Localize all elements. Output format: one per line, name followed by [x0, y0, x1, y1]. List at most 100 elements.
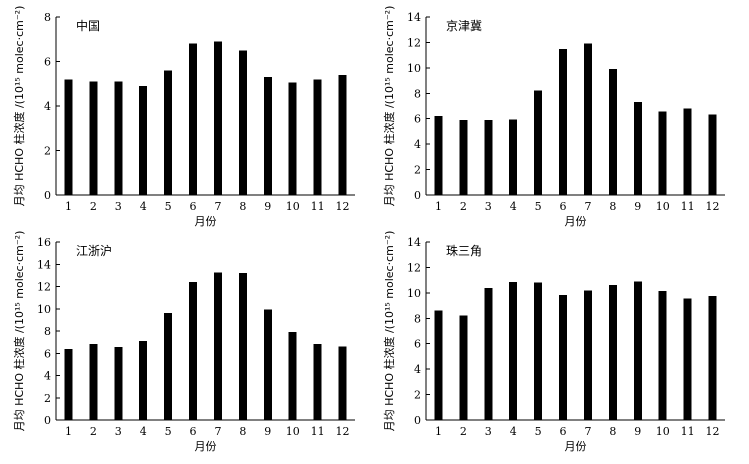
bar-12: [708, 296, 717, 420]
y-tick-label: 12: [37, 281, 51, 294]
y-tick-label: 6: [414, 338, 421, 351]
y-tick-label: 12: [407, 261, 421, 274]
y-tick-label: 8: [44, 325, 51, 338]
x-tick-label: 3: [115, 425, 122, 438]
bar-3: [114, 347, 123, 420]
x-tick-label: 6: [190, 200, 197, 213]
bar-11: [313, 79, 322, 195]
x-tick-label: 12: [336, 425, 350, 438]
bar-2: [89, 343, 98, 420]
x-tick-label: 3: [115, 200, 122, 213]
bar-6: [559, 294, 568, 420]
bar-5: [164, 313, 173, 420]
x-tick-label: 6: [190, 425, 197, 438]
bar-3: [484, 119, 493, 195]
x-tick-label: 11: [311, 200, 325, 213]
bar-4: [139, 85, 148, 195]
bar-2: [89, 81, 98, 195]
x-tick-label: 12: [336, 200, 350, 213]
bar-7: [583, 290, 592, 420]
x-tick-label: 11: [681, 425, 695, 438]
x-tick-label: 1: [65, 425, 72, 438]
bar-8: [608, 285, 617, 420]
x-tick-label: 8: [239, 200, 246, 213]
x-tick-label: 4: [140, 200, 147, 213]
y-tick-label: 2: [44, 145, 51, 158]
panel-title: 江浙沪: [76, 244, 112, 258]
y-tick-label: 0: [44, 414, 51, 427]
x-tick-label: 11: [311, 425, 325, 438]
x-tick-label: 6: [560, 425, 567, 438]
bar-10: [658, 111, 667, 195]
panel-title: 中国: [76, 18, 100, 33]
bar-4: [509, 119, 518, 195]
bar-1: [434, 310, 443, 420]
y-tick-label: 10: [407, 287, 421, 300]
y-axis-title: 月均 HCHO 柱浓度 /(10¹⁵ molec·cm⁻²): [382, 6, 396, 207]
bar-1: [64, 348, 73, 420]
x-axis-title: 月份: [195, 215, 217, 228]
bar-9: [633, 281, 642, 420]
x-tick-label: 1: [435, 425, 442, 438]
bar-1: [434, 116, 443, 195]
y-tick-label: 0: [414, 414, 421, 427]
x-tick-label: 8: [609, 425, 616, 438]
bar-4: [139, 341, 148, 420]
x-tick-label: 6: [560, 200, 567, 213]
x-tick-label: 10: [286, 200, 300, 213]
x-axis-title: 月份: [565, 215, 587, 228]
x-tick-label: 5: [165, 200, 172, 213]
y-tick-label: 8: [414, 87, 421, 100]
y-tick-label: 14: [37, 258, 51, 271]
x-tick-label: 2: [90, 425, 97, 438]
y-tick-label: 14: [407, 236, 421, 249]
y-axis-title: 月均 HCHO 柱浓度 /(10¹⁵ molec·cm⁻²): [382, 231, 396, 432]
bar-10: [658, 290, 667, 420]
x-tick-label: 5: [535, 200, 542, 213]
x-axis-title: 月份: [195, 440, 217, 453]
bar-8: [608, 69, 617, 195]
bar-5: [534, 90, 543, 195]
y-tick-label: 2: [414, 389, 421, 402]
x-tick-label: 2: [90, 200, 97, 213]
x-tick-label: 7: [584, 200, 591, 213]
x-tick-label: 10: [656, 425, 670, 438]
bar-10: [288, 82, 297, 195]
bar-12: [338, 74, 347, 195]
x-tick-label: 12: [706, 425, 720, 438]
x-axis-title: 月份: [565, 440, 587, 453]
bar-3: [114, 81, 123, 195]
y-tick-label: 6: [44, 347, 51, 360]
x-tick-label: 4: [510, 425, 517, 438]
y-tick-label: 10: [37, 303, 51, 316]
bar-10: [288, 332, 297, 420]
x-tick-label: 4: [140, 425, 147, 438]
y-tick-label: 8: [44, 11, 51, 24]
x-tick-label: 5: [165, 425, 172, 438]
y-tick-label: 4: [414, 363, 421, 376]
bar-6: [189, 282, 198, 420]
y-tick-label: 8: [414, 312, 421, 325]
bar-5: [534, 282, 543, 420]
y-tick-label: 4: [44, 100, 51, 113]
x-tick-label: 9: [634, 425, 641, 438]
y-axis-title: 月均 HCHO 柱浓度 /(10¹⁵ molec·cm⁻²): [12, 6, 26, 207]
x-tick-label: 3: [485, 200, 492, 213]
y-tick-label: 2: [414, 164, 421, 177]
x-tick-label: 7: [214, 200, 221, 213]
bar-8: [238, 50, 247, 195]
bar-2: [459, 315, 468, 420]
y-tick-label: 10: [407, 62, 421, 75]
bar-2: [459, 119, 468, 195]
bar-11: [683, 108, 692, 195]
bar-9: [263, 77, 272, 195]
x-tick-label: 7: [214, 425, 221, 438]
x-tick-label: 12: [706, 200, 720, 213]
x-tick-label: 4: [510, 200, 517, 213]
x-tick-label: 7: [584, 425, 591, 438]
y-tick-label: 4: [414, 138, 421, 151]
